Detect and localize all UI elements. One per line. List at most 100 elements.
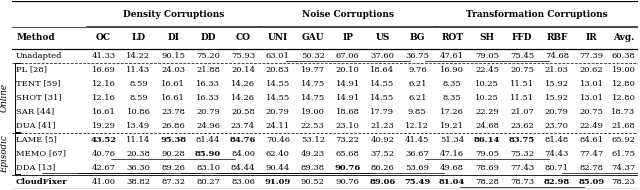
Text: 20.79: 20.79 [266,108,290,116]
Text: SH: SH [479,33,495,42]
Text: 85.90: 85.90 [195,150,221,158]
Text: RBF: RBF [546,33,568,42]
Text: 84.00: 84.00 [231,150,255,158]
Text: 47.16: 47.16 [440,150,464,158]
Text: 85.09: 85.09 [579,178,605,186]
Text: 8.59: 8.59 [129,94,148,102]
Text: LAME [5]: LAME [5] [16,136,57,144]
Text: 19.00: 19.00 [301,108,324,116]
Text: 84.76: 84.76 [230,136,256,144]
Text: 40.92: 40.92 [371,136,394,144]
Text: 15.92: 15.92 [545,80,569,88]
Text: 81.48: 81.48 [545,136,569,144]
Text: 75.93: 75.93 [231,52,255,60]
Text: 41.33: 41.33 [92,52,116,60]
Text: 19.21: 19.21 [440,122,464,130]
Text: 8.35: 8.35 [443,94,461,102]
Text: 79.05: 79.05 [475,150,499,158]
Text: 14.75: 14.75 [301,80,325,88]
Text: 83.06: 83.06 [231,178,255,186]
Text: 23.70: 23.70 [545,122,569,130]
Text: US: US [376,33,390,42]
Text: 24.68: 24.68 [475,122,499,130]
Text: 14.55: 14.55 [266,94,290,102]
Text: 14.91: 14.91 [335,80,360,88]
Text: 51.34: 51.34 [440,136,465,144]
Text: 14.75: 14.75 [301,94,325,102]
Text: 20.14: 20.14 [231,66,255,74]
Text: 70.46: 70.46 [266,136,290,144]
Text: 90.28: 90.28 [161,150,185,158]
Text: 20.58: 20.58 [231,108,255,116]
Text: OC: OC [96,33,111,42]
Text: 12.16: 12.16 [92,94,116,102]
Text: 14.55: 14.55 [266,80,290,88]
Text: Method: Method [16,33,54,42]
Text: BG: BG [410,33,425,42]
Text: 79.05: 79.05 [475,52,499,60]
Text: 47.61: 47.61 [440,52,464,60]
Text: 83.10: 83.10 [196,164,220,172]
Text: 40.76: 40.76 [92,150,116,158]
Text: PL [28]: PL [28] [16,66,47,74]
Text: 49.68: 49.68 [440,164,464,172]
Text: 78.73: 78.73 [510,178,534,186]
Text: 24.96: 24.96 [196,122,220,130]
Text: 13.01: 13.01 [580,94,604,102]
Text: CO: CO [236,33,250,42]
Text: SHOT [31]: SHOT [31] [16,94,61,102]
Text: 6.21: 6.21 [408,94,427,102]
Text: DI: DI [167,33,179,42]
Text: 12.80: 12.80 [612,80,636,88]
Text: 18.68: 18.68 [335,108,360,116]
Text: Online: Online [0,83,9,112]
Text: 16.69: 16.69 [92,66,116,74]
Text: TENT [59]: TENT [59] [16,80,61,88]
Text: DD: DD [200,33,216,42]
Text: 12.16: 12.16 [92,80,116,88]
Text: 75.20: 75.20 [196,52,220,60]
Text: 75.49: 75.49 [404,178,431,186]
Text: 84.44: 84.44 [231,164,255,172]
Text: Transformation Corruptions: Transformation Corruptions [465,10,607,19]
Text: Episodic: Episodic [0,135,9,173]
Text: 78.28: 78.28 [475,178,499,186]
Text: 80.71: 80.71 [545,164,569,172]
Text: UNI: UNI [268,33,288,42]
Text: 22.29: 22.29 [476,108,499,116]
Text: 14.55: 14.55 [371,94,395,102]
Text: 9.76: 9.76 [408,66,427,74]
Text: 86.26: 86.26 [371,164,394,172]
Text: 43.52: 43.52 [91,136,116,144]
Text: GAU: GAU [301,33,324,42]
Text: 77.39: 77.39 [580,52,604,60]
Text: 53.12: 53.12 [301,136,324,144]
Text: 22.53: 22.53 [301,122,324,130]
Text: 36.67: 36.67 [405,150,429,158]
Text: 20.83: 20.83 [266,66,290,74]
Text: 78.69: 78.69 [475,164,499,172]
Text: 10.25: 10.25 [475,80,499,88]
Text: 24.03: 24.03 [161,66,186,74]
Text: 22.49: 22.49 [580,122,604,130]
Text: 13.49: 13.49 [126,122,150,130]
Text: 21.07: 21.07 [510,108,534,116]
Text: 14.55: 14.55 [371,80,395,88]
Text: 23.62: 23.62 [510,122,534,130]
Text: LD: LD [131,33,145,42]
Text: 63.01: 63.01 [266,52,290,60]
Text: 36.30: 36.30 [127,164,150,172]
Text: 90.44: 90.44 [266,164,290,172]
Text: 12.80: 12.80 [612,94,636,102]
Text: 89.26: 89.26 [161,164,185,172]
Text: 11.51: 11.51 [510,80,534,88]
Text: 14.91: 14.91 [335,94,360,102]
Text: 11.43: 11.43 [126,66,150,74]
Text: 61.75: 61.75 [611,150,636,158]
Text: 15.92: 15.92 [545,94,569,102]
Text: 20.79: 20.79 [196,108,220,116]
Text: Noise Corruptions: Noise Corruptions [301,10,394,19]
Text: 41.00: 41.00 [92,178,116,186]
Text: 80.27: 80.27 [196,178,220,186]
Text: 20.75: 20.75 [580,108,604,116]
